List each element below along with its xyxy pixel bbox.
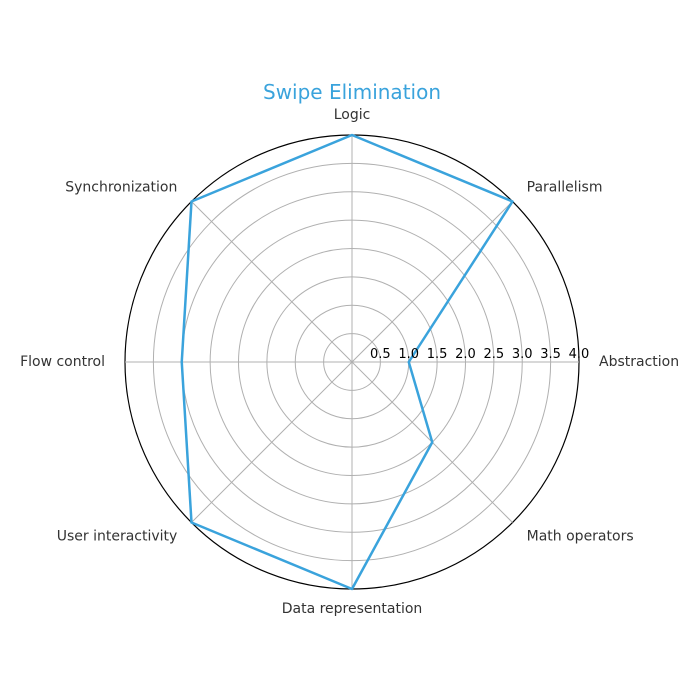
tick-label: 1.5 bbox=[427, 347, 448, 362]
axis-label: Data representation bbox=[282, 601, 423, 617]
axis-label: Math operators bbox=[527, 529, 634, 545]
tick-label: 2.0 bbox=[455, 347, 476, 362]
tick-label: 3.5 bbox=[540, 347, 561, 362]
tick-label: 1.0 bbox=[398, 347, 419, 362]
tick-label: 2.5 bbox=[484, 347, 505, 362]
axis-label: User interactivity bbox=[57, 529, 178, 545]
spoke-3 bbox=[191, 201, 353, 363]
tick-label: 4.0 bbox=[569, 347, 590, 362]
axis-label: Flow control bbox=[20, 354, 105, 370]
spoke-5 bbox=[191, 361, 353, 523]
axis-label: Abstraction bbox=[599, 354, 679, 370]
axis-labels: Abstraction Parallelism Logic Synchronizati… bbox=[20, 107, 679, 617]
axis-label: Parallelism bbox=[527, 179, 603, 195]
tick-label: 3.0 bbox=[512, 347, 533, 362]
series-group bbox=[180, 133, 514, 591]
axis-label: Synchronization bbox=[65, 179, 177, 195]
axis-label: Logic bbox=[334, 107, 371, 123]
tick-label: 0.5 bbox=[370, 347, 391, 362]
radial-tick-labels: 0.5 1.0 1.5 2.0 2.5 3.0 3.5 4.0 bbox=[370, 347, 589, 362]
spoke-1 bbox=[351, 201, 513, 363]
chart-title: Swipe Elimination bbox=[263, 80, 441, 104]
